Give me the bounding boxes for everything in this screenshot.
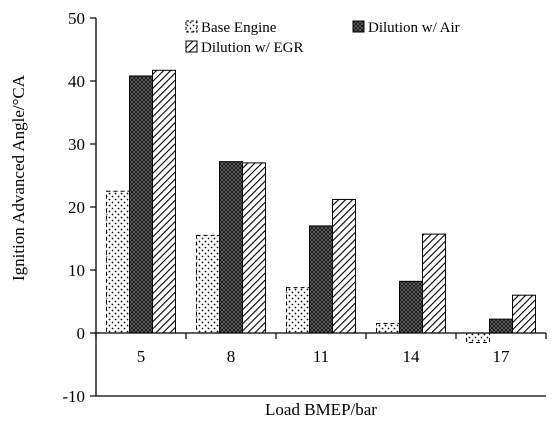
y-tick-label: -10 [62,387,85,406]
bar-crosshatch-17 [489,318,513,334]
bar-dots-5 [106,190,130,334]
x-tick-label-17: 17 [493,347,511,366]
bar-diagonal-11 [332,198,356,334]
y-tick-label: 40 [68,72,85,91]
y-tick-label: 50 [68,9,85,28]
x-axis-title: Load BMEP/bar [265,400,377,419]
y-tick-label: 20 [68,198,85,217]
legend-swatch-dots [185,20,198,33]
axes-layer: -10 0 10 20 30 40 50 5 8 11 14 17 [62,9,547,406]
bar-dots-8 [196,234,220,334]
bar-diagonal-17 [512,294,536,334]
x-tick-label-11: 11 [313,347,329,366]
bar-crosshatch-14 [399,280,423,334]
bar-crosshatch-5 [129,75,153,334]
legend-label-crosshatch: Dilution w/ Air [368,20,460,36]
legend: Base Engine Dilution w/ Air Dilution w/ EG… [185,20,460,56]
bar-dots-17 [466,332,490,343]
bar-diagonal-5 [152,69,176,334]
x-tick-label-8: 8 [227,347,236,366]
bar-crosshatch-11 [309,225,333,334]
x-tick-label-14: 14 [403,347,421,366]
bars-layer [106,69,536,343]
y-tick-label: 30 [68,135,85,154]
y-axis-title: Ignition Advanced Angle/°CA [9,74,28,281]
x-tick-label-5: 5 [137,347,146,366]
y-tick-label: 10 [68,261,85,280]
y-tick-label: 0 [77,324,86,343]
bar-crosshatch-8 [219,161,243,334]
legend-swatch-diagonal [185,40,198,53]
legend-swatch-crosshatch [352,20,365,33]
bar-dots-14 [376,323,400,334]
bar-diagonal-14 [422,233,446,334]
legend-label-dots: Base Engine [201,20,277,36]
legend-label-diagonal: Dilution w/ EGR [201,40,304,56]
bar-dots-11 [286,287,310,334]
bar-diagonal-8 [242,162,266,334]
